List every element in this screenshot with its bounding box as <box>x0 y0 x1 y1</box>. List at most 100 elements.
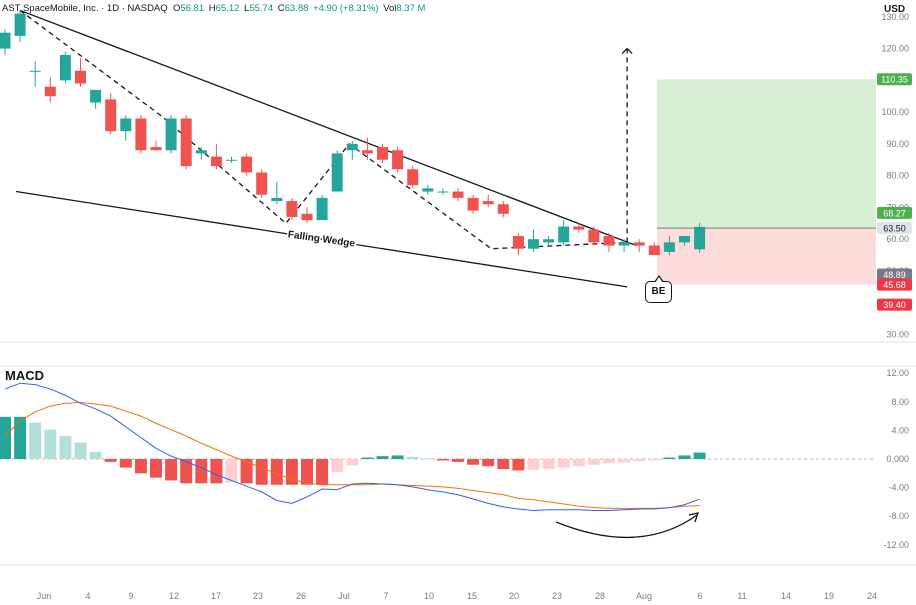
macd-histogram-bar <box>663 457 676 459</box>
macd-histogram-bar <box>270 459 283 485</box>
candle[interactable] <box>392 147 404 173</box>
macd-axis-tick: -12.00 <box>883 540 909 550</box>
candle[interactable] <box>165 115 177 154</box>
candle[interactable] <box>135 115 147 154</box>
candle[interactable] <box>14 10 26 43</box>
candle[interactable] <box>105 93 117 135</box>
candle[interactable] <box>437 188 449 195</box>
candle[interactable] <box>543 236 555 246</box>
candle[interactable] <box>75 58 86 87</box>
candle[interactable] <box>195 147 207 160</box>
candle[interactable] <box>497 201 509 217</box>
candle[interactable] <box>59 51 71 84</box>
candle[interactable] <box>633 239 645 252</box>
candle[interactable] <box>286 197 298 221</box>
macd-title: MACD <box>5 368 44 383</box>
time-axis-tick: 26 <box>296 591 306 601</box>
candle[interactable] <box>271 182 283 205</box>
candle[interactable] <box>90 89 102 109</box>
currency-label[interactable]: USD <box>884 4 906 15</box>
macd-histogram-bar <box>59 436 72 459</box>
candle[interactable] <box>482 194 494 208</box>
time-axis-tick: 7 <box>383 591 388 601</box>
candle[interactable] <box>331 150 343 192</box>
price-axis-tick: 60.00 <box>886 234 909 244</box>
volume-label: Vol <box>383 3 397 14</box>
volume-value: 8.37 M <box>396 3 426 14</box>
candle[interactable] <box>361 137 373 160</box>
macd-histogram-bar <box>180 459 193 484</box>
time-axis-tick: 24 <box>867 591 877 601</box>
candle[interactable] <box>528 229 539 252</box>
candle[interactable] <box>180 115 192 170</box>
price-label: 48.89 <box>877 268 912 281</box>
candle[interactable] <box>241 153 253 176</box>
macd-axis-tick: 12.00 <box>886 368 909 378</box>
candle[interactable] <box>210 143 222 170</box>
macd-histogram-bar <box>557 459 570 468</box>
candle[interactable] <box>377 143 388 163</box>
candle[interactable] <box>663 236 675 256</box>
curved-arrowhead <box>688 512 699 523</box>
time-axis-tick: 19 <box>824 591 834 601</box>
target-zone <box>657 79 876 229</box>
macd-histogram-bar <box>648 459 661 461</box>
macd-histogram-bar <box>406 456 419 459</box>
interval: 1D <box>106 3 120 14</box>
macd-histogram-bar <box>14 416 27 459</box>
macd-histogram-bar <box>391 455 404 459</box>
candle[interactable] <box>512 232 524 256</box>
be-callout: BE <box>645 275 672 303</box>
candle[interactable] <box>648 242 660 256</box>
candle[interactable] <box>558 220 570 246</box>
macd-histogram-bar <box>678 455 691 459</box>
macd-histogram-bar <box>225 459 238 483</box>
macd-line <box>4 382 700 511</box>
low-label: L <box>244 3 250 14</box>
candle[interactable] <box>573 223 585 233</box>
candle[interactable] <box>588 226 600 246</box>
falling-wedge-label: Falling Wedge <box>287 229 356 249</box>
macd-histogram-bar <box>421 458 434 460</box>
candle[interactable] <box>0 29 11 55</box>
candle[interactable] <box>694 222 706 253</box>
candle[interactable] <box>44 77 56 103</box>
macd-histogram-bar <box>44 429 57 459</box>
time-axis-tick: 4 <box>85 591 90 601</box>
candle[interactable] <box>150 140 162 151</box>
time-axis-tick: Jul <box>338 591 350 601</box>
candle[interactable] <box>29 61 41 87</box>
candle[interactable] <box>618 239 630 252</box>
change-value: +4.90 (+8.31%) <box>313 3 379 14</box>
macd-histogram-bar <box>119 459 132 468</box>
time-axis-tick: 9 <box>128 591 133 601</box>
candle[interactable] <box>226 156 237 163</box>
candle[interactable] <box>467 194 479 214</box>
macd-histogram-bar <box>633 459 646 462</box>
curved-arrow <box>555 514 698 539</box>
time-axis-tick: 10 <box>424 591 434 601</box>
svg-text:45.68: 45.68 <box>883 280 906 290</box>
time-axis-tick: 11 <box>737 591 746 601</box>
candle[interactable] <box>120 115 132 141</box>
candle[interactable] <box>603 232 615 252</box>
svg-text:39.40: 39.40 <box>883 300 906 310</box>
open-value: 56.81 <box>180 3 205 14</box>
candle[interactable] <box>316 194 328 221</box>
candle[interactable] <box>407 166 419 189</box>
macd-histogram-bar <box>331 459 344 472</box>
candle[interactable] <box>422 185 434 195</box>
macd-histogram-bar <box>195 459 208 484</box>
macd-signal-line <box>4 402 700 509</box>
candle[interactable] <box>256 169 268 198</box>
candle[interactable] <box>301 207 313 224</box>
time-axis-tick: Aug <box>636 591 652 601</box>
candle[interactable] <box>346 140 358 160</box>
macd-histogram-bar <box>74 442 87 459</box>
candle[interactable] <box>679 236 690 246</box>
symbol-name: AST SpaceMobile, Inc. <box>2 3 99 14</box>
candle[interactable] <box>452 188 464 202</box>
macd-histogram-bar <box>436 459 449 461</box>
svg-text:68.27: 68.27 <box>883 208 906 218</box>
